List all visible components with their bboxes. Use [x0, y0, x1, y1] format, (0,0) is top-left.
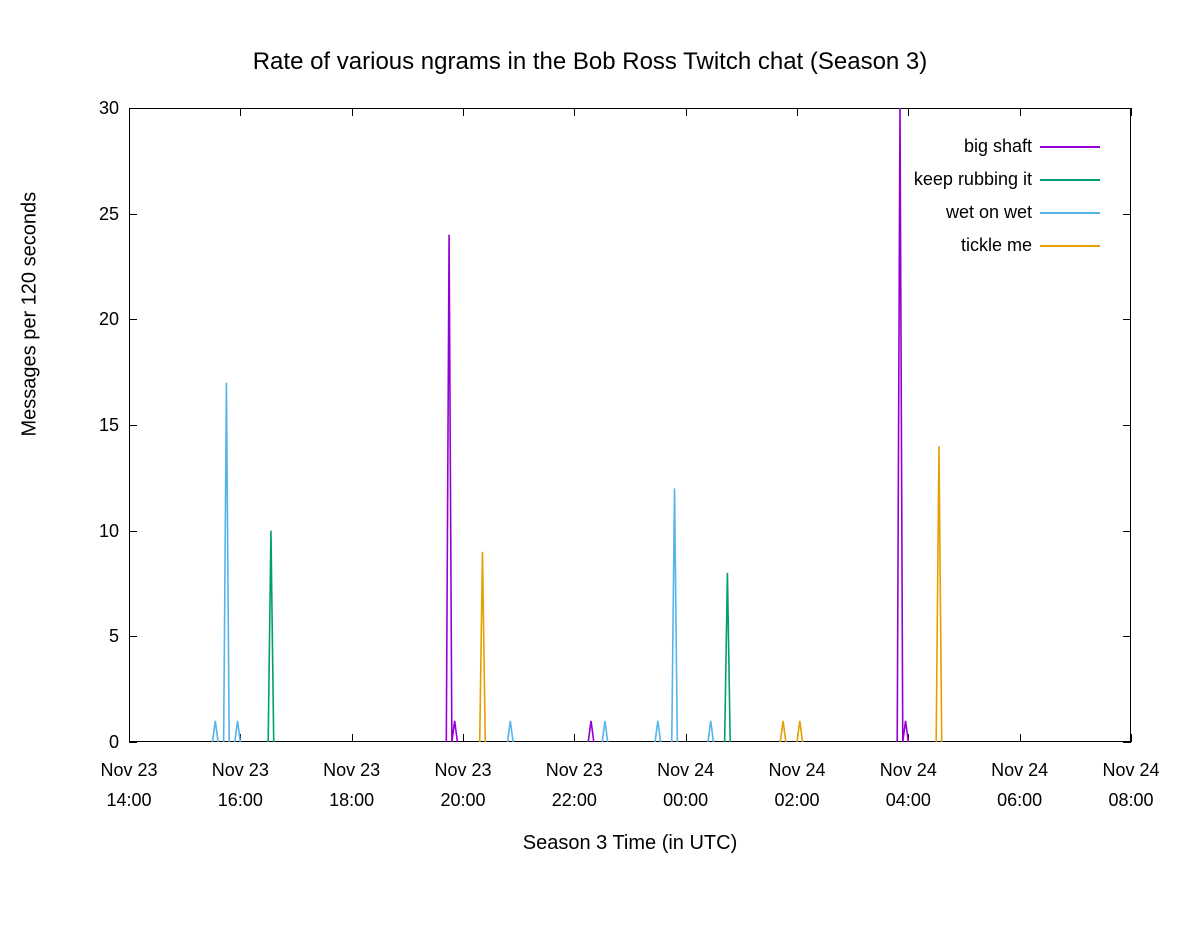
x-tick	[1131, 108, 1132, 116]
x-tick-label-date: Nov 24	[858, 760, 958, 781]
series-spike	[655, 721, 661, 742]
y-tick-label: 10	[79, 521, 119, 542]
x-tick-label-time: 00:00	[636, 790, 736, 811]
y-tick-label: 25	[79, 204, 119, 225]
series-spike	[268, 531, 274, 742]
x-tick-label-date: Nov 23	[79, 760, 179, 781]
x-tick-label-date: Nov 24	[636, 760, 736, 781]
series-spike	[708, 721, 714, 742]
chart-title: Rate of various ngrams in the Bob Ross T…	[0, 48, 1180, 76]
y-tick-label: 30	[79, 98, 119, 119]
y-tick-label: 15	[79, 415, 119, 436]
x-tick-label-time: 04:00	[858, 790, 958, 811]
plot-svg	[129, 108, 1131, 742]
x-tick-label-time: 22:00	[524, 790, 624, 811]
y-tick-label: 20	[79, 309, 119, 330]
series-spike	[452, 721, 458, 742]
series-spike	[903, 721, 909, 742]
y-tick-label: 5	[79, 626, 119, 647]
x-tick-label-date: Nov 23	[524, 760, 624, 781]
series-spike	[602, 721, 608, 742]
series-spike	[797, 721, 803, 742]
y-tick	[1123, 742, 1131, 743]
x-tick-label-time: 08:00	[1081, 790, 1180, 811]
series-spike	[936, 446, 942, 742]
series-spike	[480, 552, 486, 742]
series-spike	[672, 488, 678, 742]
y-tick	[129, 742, 137, 743]
y-tick-label: 0	[79, 732, 119, 753]
x-tick-label-time: 16:00	[190, 790, 290, 811]
x-axis-label: Season 3 Time (in UTC)	[129, 832, 1131, 855]
series-spike	[224, 383, 230, 742]
series-spike	[235, 721, 241, 742]
x-tick-label-date: Nov 23	[413, 760, 513, 781]
x-tick-label-time: 14:00	[79, 790, 179, 811]
series-spike	[725, 573, 731, 742]
series-spike	[446, 235, 452, 742]
series-spike	[897, 108, 903, 742]
y-axis-label: Messages per 120 seconds	[19, 417, 42, 437]
series-spike	[508, 721, 514, 742]
x-tick-label-date: Nov 24	[970, 760, 1070, 781]
x-tick-label-time: 20:00	[413, 790, 513, 811]
x-tick-label-time: 06:00	[970, 790, 1070, 811]
x-tick-label-date: Nov 23	[302, 760, 402, 781]
series-spike	[213, 721, 219, 742]
x-tick	[1131, 734, 1132, 742]
x-tick-label-time: 02:00	[747, 790, 847, 811]
x-tick-label-date: Nov 24	[1081, 760, 1180, 781]
series-spike	[780, 721, 786, 742]
x-tick-label-time: 18:00	[302, 790, 402, 811]
x-tick-label-date: Nov 23	[190, 760, 290, 781]
x-tick-label-date: Nov 24	[747, 760, 847, 781]
series-spike	[588, 721, 594, 742]
chart-container: Rate of various ngrams in the Bob Ross T…	[0, 0, 1180, 927]
